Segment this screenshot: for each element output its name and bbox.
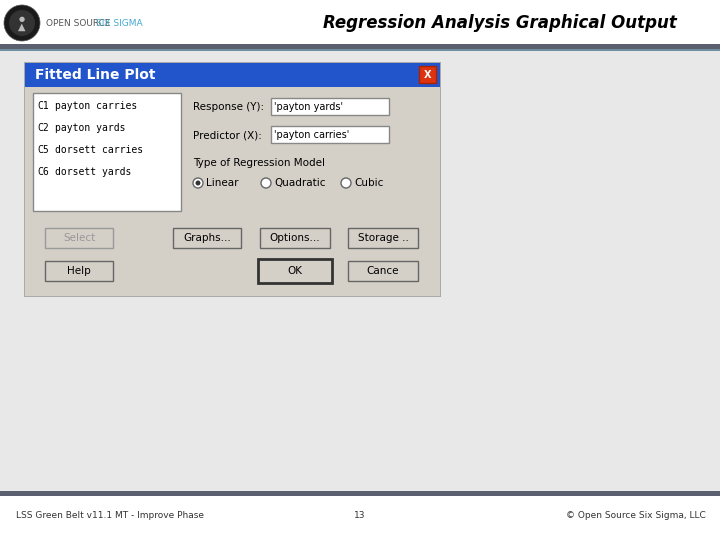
Bar	[258, 259, 332, 283]
Bar	[0, 44, 720, 49]
Circle shape	[193, 178, 203, 188]
Bar	[0, 496, 720, 540]
Text: LSS Green Belt v11.1 MT - Improve Phase: LSS Green Belt v11.1 MT - Improve Phase	[16, 511, 204, 521]
Text: dorsett carries: dorsett carries	[55, 145, 143, 155]
Text: C2: C2	[37, 123, 49, 133]
Text: Cubic: Cubic	[354, 178, 383, 188]
Text: payton carries: payton carries	[55, 101, 138, 111]
Text: Linear: Linear	[206, 178, 238, 188]
Bar	[45, 228, 113, 248]
Bar	[271, 98, 389, 115]
Text: C1: C1	[37, 101, 49, 111]
Text: SIX SIGMA: SIX SIGMA	[96, 18, 143, 28]
Text: Cance: Cance	[366, 266, 400, 276]
Bar	[0, 51, 720, 491]
Text: payton yards: payton yards	[55, 123, 125, 133]
Text: OK: OK	[287, 266, 302, 276]
Circle shape	[196, 180, 200, 186]
Text: Options...: Options...	[270, 233, 320, 243]
Bar	[419, 66, 436, 83]
Text: OPEN SOURCE: OPEN SOURCE	[46, 18, 113, 28]
Bar	[25, 87, 440, 296]
Text: Quadratic: Quadratic	[274, 178, 325, 188]
Text: Predictor (X):: Predictor (X):	[193, 130, 262, 140]
Text: ▲: ▲	[18, 22, 26, 32]
Bar	[0, 49, 720, 51]
Text: Select: Select	[63, 233, 95, 243]
Text: dorsett yards: dorsett yards	[55, 167, 131, 177]
Bar	[173, 228, 241, 248]
Text: Response (Y):: Response (Y):	[193, 102, 264, 112]
Bar	[0, 0, 720, 46]
Text: C5: C5	[37, 145, 49, 155]
Bar	[25, 63, 440, 87]
Bar	[348, 228, 418, 248]
Circle shape	[4, 5, 40, 41]
Text: Regression Analysis Graphical Output: Regression Analysis Graphical Output	[323, 14, 677, 32]
Text: Graphs...: Graphs...	[183, 233, 231, 243]
Text: X: X	[424, 70, 431, 79]
Bar	[33, 93, 181, 211]
Text: Type of Regression Model: Type of Regression Model	[193, 158, 325, 168]
Text: © Open Source Six Sigma, LLC: © Open Source Six Sigma, LLC	[566, 511, 706, 521]
Bar	[271, 126, 389, 143]
Text: Storage ..: Storage ..	[358, 233, 408, 243]
Text: C6: C6	[37, 167, 49, 177]
Bar	[348, 261, 418, 281]
Circle shape	[261, 178, 271, 188]
Circle shape	[9, 10, 35, 36]
Text: 13: 13	[354, 511, 366, 521]
Circle shape	[341, 178, 351, 188]
Text: Fitted Line Plot: Fitted Line Plot	[35, 68, 156, 82]
Bar	[260, 228, 330, 248]
Text: Help: Help	[67, 266, 91, 276]
Bar	[0, 491, 720, 496]
Text: 'payton yards': 'payton yards'	[274, 102, 343, 112]
Bar	[45, 261, 113, 281]
Text: ●: ●	[19, 16, 25, 22]
Bar	[24, 62, 441, 297]
Text: 'payton carries': 'payton carries'	[274, 130, 349, 140]
